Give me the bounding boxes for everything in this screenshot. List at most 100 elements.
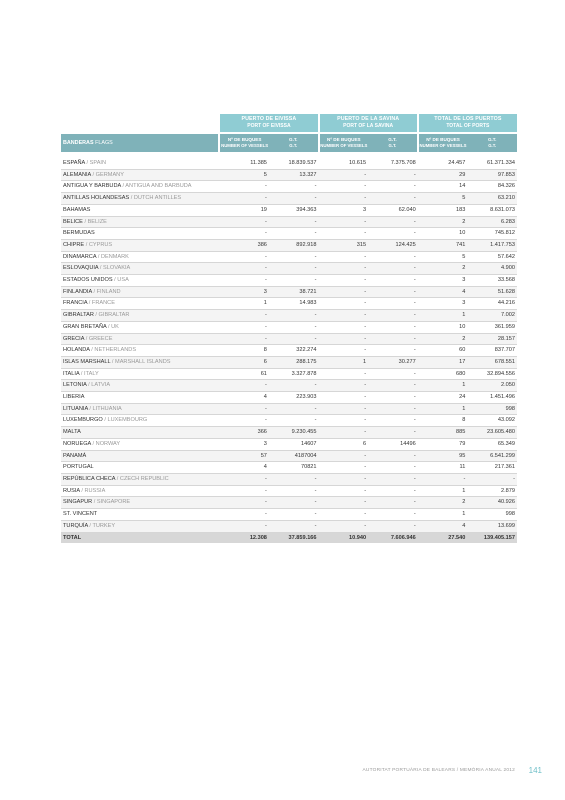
value-cell: 1 bbox=[219, 297, 269, 311]
value-cell: - bbox=[318, 192, 369, 205]
value-cell: 1 bbox=[417, 309, 468, 322]
value-cell: 63.210 bbox=[467, 192, 517, 205]
value-cell: 24 bbox=[417, 391, 468, 404]
flag-name-en: NETHERLANDS bbox=[94, 347, 137, 354]
value-cell: 4 bbox=[417, 286, 468, 299]
value-cell: 3.327.878 bbox=[268, 368, 319, 381]
value-cell: - bbox=[368, 403, 418, 416]
flag-name-separator: / bbox=[115, 475, 120, 482]
value-cell: - bbox=[219, 251, 269, 264]
flag-name-cell: LIBERIA bbox=[61, 391, 220, 404]
flag-name-en: ANTIGUA AND BARBUDA bbox=[125, 183, 192, 190]
value-cell: - bbox=[318, 520, 369, 533]
value-cell: 8 bbox=[417, 414, 468, 428]
value-cell: 97.853 bbox=[467, 169, 517, 182]
flag-name-en: USA bbox=[117, 277, 129, 284]
value-cell: - bbox=[268, 192, 319, 205]
group-subtitle: PORT OF LA SAVINA bbox=[343, 123, 394, 129]
value-cell: - bbox=[268, 414, 319, 428]
flag-name-en: GIBRALTAR bbox=[98, 312, 130, 319]
flag-name-en: LATVIA bbox=[91, 382, 111, 389]
value-cell: - bbox=[417, 473, 468, 486]
flag-name-en: SINGAPORE bbox=[96, 499, 131, 506]
value-cell: 386 bbox=[219, 239, 269, 252]
value-cell: 7.375.708 bbox=[368, 158, 418, 170]
value-cell: 680 bbox=[417, 368, 468, 381]
value-cell: 51.628 bbox=[467, 286, 517, 299]
value-cell: 1 bbox=[318, 356, 369, 369]
flag-name-cell: REPÚBLICA CHECA / CZECH REPUBLIC bbox=[61, 473, 220, 486]
table-row: GRECIA / GREECE - - - -2 28.157 bbox=[61, 333, 517, 346]
value-cell: - bbox=[318, 251, 369, 264]
flag-name-en: SPAIN bbox=[89, 160, 107, 166]
value-cell: - bbox=[268, 485, 319, 498]
flag-name-es: BELICE bbox=[63, 218, 83, 225]
flag-name-en: BELIZE bbox=[87, 218, 107, 225]
value-cell: - bbox=[268, 379, 319, 393]
flag-name-cell: ST. VINCENT bbox=[61, 508, 220, 521]
value-cell: 183 bbox=[417, 204, 468, 217]
value-cell: - bbox=[318, 508, 369, 521]
value-cell: 8 bbox=[219, 344, 269, 357]
flag-name-es: GRAN BRETAÑA bbox=[63, 323, 107, 330]
value-cell: 1 bbox=[417, 403, 468, 416]
flag-name-es: FINLANDIA bbox=[63, 288, 92, 295]
value-cell: - bbox=[318, 297, 369, 311]
value-cell: 3 bbox=[417, 297, 468, 311]
column-sublabel: G.T. bbox=[488, 143, 497, 148]
flag-name-es: LETONIA bbox=[63, 382, 87, 389]
vessels-column-header: Nº DE BUQUES NUMBER OF VESSELS bbox=[218, 132, 269, 152]
value-cell: - bbox=[368, 274, 418, 287]
value-cell: 1 bbox=[417, 485, 468, 498]
column-label: G.T. bbox=[388, 137, 397, 142]
value-cell: 4 bbox=[219, 461, 269, 474]
value-cell: - bbox=[268, 508, 319, 521]
value-cell: 57.642 bbox=[467, 251, 517, 264]
flag-name-separator: / bbox=[102, 417, 108, 424]
table-row: LETONIA / LATVIA - - - -1 2.050 bbox=[61, 379, 517, 393]
flag-name-separator: / bbox=[87, 522, 93, 529]
value-cell: 44.216 bbox=[467, 297, 517, 311]
value-cell: 84.326 bbox=[467, 180, 517, 194]
flag-name-cell: ANTIGUA Y BARBUDA / ANTIGUA AND BARBUDA bbox=[61, 180, 220, 194]
flag-name-es: LIBERIA bbox=[63, 394, 85, 401]
value-cell: - bbox=[368, 344, 418, 357]
vessels-column-header: Nº DE BUQUES NUMBER OF VESSELS bbox=[317, 132, 369, 152]
value-cell: 998 bbox=[467, 403, 517, 416]
table-row: REPÚBLICA CHECA / CZECH REPUBLIC - - - - - - bbox=[61, 473, 517, 486]
flag-name-es: ESLOVAQUIA bbox=[63, 265, 99, 272]
flag-name-en: FINLAND bbox=[96, 288, 121, 295]
table-header: PUERTO DE EIVISSA PORT OF EIVISSA PUERTO… bbox=[61, 114, 517, 158]
table-row: MALTA 366 9.230.455- -885 23.605.480 bbox=[61, 426, 517, 439]
value-cell: 11.385 bbox=[219, 158, 269, 170]
flag-name-cell: LITUANIA / LITHUANIA bbox=[61, 403, 220, 416]
flag-name-es: MALTA bbox=[63, 429, 81, 436]
value-cell: - bbox=[219, 414, 269, 428]
flag-name-separator: / bbox=[89, 347, 95, 354]
flag-name-separator: / bbox=[91, 288, 97, 295]
value-cell: 2 bbox=[417, 333, 468, 346]
value-cell: 5 bbox=[417, 192, 468, 205]
value-cell: 70821 bbox=[268, 461, 319, 474]
table-row: LUXEMBURGO / LUXEMBOURG - - - -8 43.092 bbox=[61, 414, 517, 428]
total-cell: 10.940 bbox=[318, 532, 369, 543]
value-cell: - bbox=[368, 391, 418, 404]
value-cell: - bbox=[368, 333, 418, 346]
flag-name-en: SLOVAKIA bbox=[103, 265, 131, 272]
flag-name-cell: NORUEGA / NORWAY bbox=[61, 438, 220, 451]
table-row: LIBERIA 4 223.903- -24 1.451.496 bbox=[61, 391, 517, 404]
value-cell: - bbox=[368, 379, 418, 393]
flag-name-cell: ISLAS MARSHALL / MARSHALL ISLANDS bbox=[61, 356, 220, 369]
value-cell: 3 bbox=[417, 274, 468, 287]
column-label: G.T. bbox=[487, 137, 497, 142]
flag-name-cell: LETONIA / LATVIA bbox=[61, 379, 220, 393]
flag-name-es: LUXEMBURGO bbox=[63, 417, 103, 424]
flag-name-en: GERMANY bbox=[95, 171, 124, 178]
value-cell: - bbox=[219, 496, 269, 510]
value-cell: - bbox=[219, 520, 269, 533]
flag-name-en: LITHUANIA bbox=[92, 405, 122, 412]
table-row: ANTILLAS HOLANDESAS / DUTCH ANTILLES - - - -… bbox=[61, 192, 517, 205]
flag-name-es: NORUEGA bbox=[63, 440, 91, 447]
value-cell: 13.699 bbox=[467, 520, 517, 533]
value-cell: - bbox=[268, 309, 319, 322]
